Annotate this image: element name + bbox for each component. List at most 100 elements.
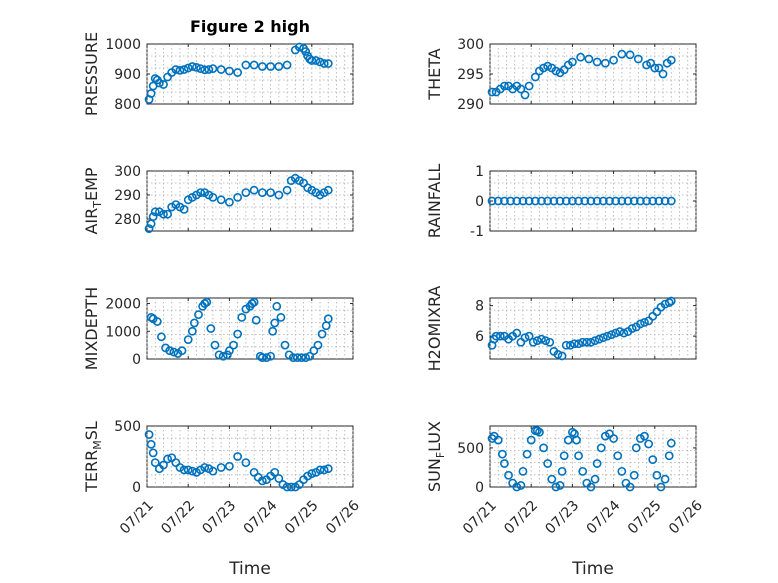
data-point (516, 481, 526, 490)
data-point (500, 196, 509, 206)
data-point (154, 78, 164, 88)
data-point (605, 196, 614, 206)
data-point (518, 196, 528, 206)
data-point (257, 62, 267, 71)
data-point (224, 197, 234, 207)
data-point (543, 61, 553, 71)
data-point (187, 326, 197, 336)
x-tick-label: 07/25 (282, 498, 322, 538)
data-point (500, 459, 509, 468)
data-point (249, 60, 259, 70)
data-point (512, 196, 522, 206)
data-point (578, 337, 588, 347)
data-point (274, 474, 284, 483)
data-point (586, 482, 596, 492)
data-point (257, 188, 267, 197)
data-point (586, 196, 596, 206)
data-point (590, 336, 600, 346)
data-point (561, 196, 571, 206)
data-point (648, 196, 658, 206)
y-axis-label-part: LUX (425, 421, 444, 452)
data-point (315, 57, 325, 67)
data-point (266, 62, 275, 71)
data-point (206, 324, 216, 333)
data-point (276, 313, 286, 322)
x-tick-label: 07/24 (241, 498, 281, 538)
data-point (282, 482, 292, 492)
data-point (305, 351, 315, 361)
data-point (286, 482, 296, 492)
y-tick-label: 2000 (105, 297, 141, 313)
data-point (650, 63, 660, 73)
data-point (619, 328, 629, 338)
data-point (565, 340, 575, 350)
data-point (656, 482, 666, 492)
data-point (617, 49, 627, 59)
data-point (563, 435, 573, 445)
data-point (208, 192, 218, 202)
data-point (568, 57, 577, 67)
data-point (635, 196, 645, 206)
y-tick-label: 290 (457, 97, 484, 113)
data-point (266, 188, 275, 197)
y-tick-label: 0 (475, 194, 484, 210)
data-point (600, 58, 610, 68)
data-point (607, 330, 616, 339)
y-tick-label: 0 (132, 352, 141, 368)
data-point (311, 56, 321, 65)
y-axis-label: H2OMIXRA (425, 286, 444, 372)
data-point (301, 353, 311, 363)
data-point (307, 56, 317, 65)
data-point (144, 430, 154, 439)
y-tick-label: 0 (132, 480, 141, 496)
x-tick-label: 07/22 (501, 498, 541, 538)
data-point (592, 459, 602, 468)
data-point (165, 346, 175, 356)
data-point (584, 54, 594, 64)
y-tick-label: 0 (475, 480, 484, 496)
data-point (520, 90, 530, 100)
data-point (640, 317, 649, 327)
data-point (295, 42, 304, 52)
data-point (200, 463, 210, 472)
x-tick-label: 07/21 (460, 498, 500, 538)
subplot-8: 0 500 SUNFLUX 07/21 07/22 07/23 07/24 07/25 07/2… (425, 421, 706, 579)
data-point (274, 62, 284, 71)
data-point (574, 451, 583, 461)
data-point (218, 351, 228, 361)
data-point (224, 66, 234, 76)
data-point (297, 353, 306, 363)
data-point (629, 196, 639, 206)
y-tick-label: 295 (457, 67, 484, 83)
data-point (504, 470, 513, 480)
y-axis-label: TERRMSL (82, 421, 104, 493)
data-point (233, 192, 243, 202)
data-point (192, 63, 201, 72)
y-axis-label-subscript: M (91, 440, 104, 450)
data-point (635, 319, 645, 329)
subplot-7: 0 500 TERRMSL 07/21 07/22 07/23 07/24 07/25 07/2… (82, 419, 363, 579)
y-tick-label: 300 (457, 37, 484, 53)
data-point (150, 207, 160, 217)
data-point (633, 54, 643, 64)
subplot-4: -1 0 1 RAINFALL (425, 164, 697, 240)
data-point (319, 465, 329, 475)
y-axis-label: THETA (425, 48, 444, 100)
data-point (520, 333, 530, 343)
data-point (522, 449, 532, 459)
data-point (224, 461, 234, 471)
data-point (539, 443, 548, 453)
data-point (532, 426, 542, 436)
plot-area (489, 297, 697, 360)
data-point (644, 439, 654, 449)
data-point (148, 448, 158, 458)
data-point (596, 443, 606, 453)
data-point (183, 335, 193, 344)
data-point (559, 451, 569, 461)
data-point (539, 63, 548, 73)
data-point (214, 350, 224, 360)
x-tick-label: 07/26 (323, 498, 363, 538)
